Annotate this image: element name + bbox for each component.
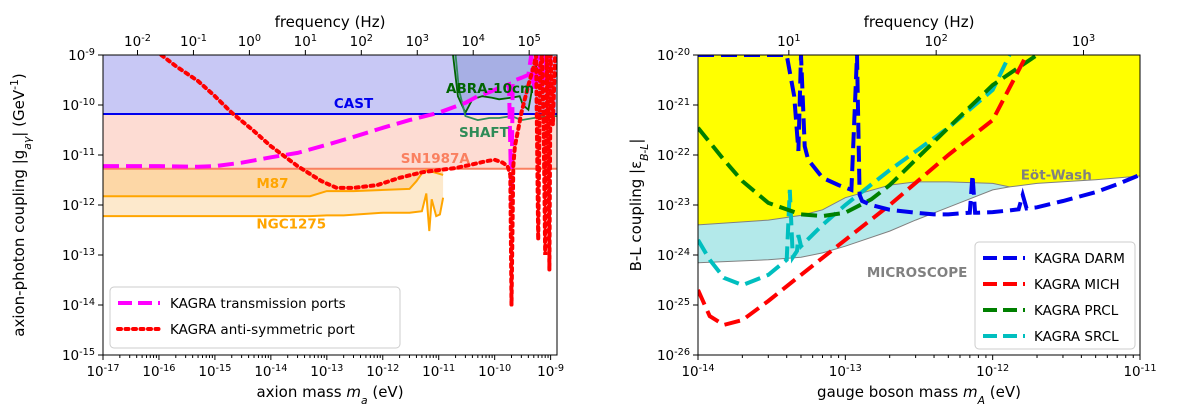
left-top-tick-label: 101 <box>294 33 317 51</box>
left-y-tick-label: 10-14 <box>62 297 95 315</box>
series-kagra-transmission <box>103 55 553 206</box>
left-top-tick-label: 100 <box>238 33 261 51</box>
sn1987a-region <box>103 114 557 169</box>
left-y-tick-label: 10-15 <box>62 347 95 365</box>
right-top-axis-label: frequency (Hz) <box>864 13 975 31</box>
left-x-tick-label: 10-17 <box>86 363 119 381</box>
left-x-tick-label: 10-14 <box>254 363 287 381</box>
left-x-tick-label: 10-16 <box>142 363 175 381</box>
left-top-tick-label: 105 <box>517 33 540 51</box>
left-y-tick-label: 10-10 <box>62 97 95 115</box>
left-legend-box <box>109 286 401 349</box>
right-top-tick-label: 102 <box>924 33 947 51</box>
right-x-tick-label: 10-13 <box>829 363 862 381</box>
legend-label-3: KAGRA SRCL <box>1034 329 1119 345</box>
left-y-axis-label: axion-photon coupling |gaγ| (GeV-1) <box>8 73 34 336</box>
left-x-axis-label: axion mass ma (eV) <box>256 383 403 407</box>
microscope-region <box>698 181 1010 263</box>
right-y-tick-label: 10-20 <box>657 47 690 65</box>
left-top-tick-label: 10-1 <box>180 33 207 51</box>
left-y-tick-label: 10-11 <box>62 147 95 165</box>
right-top-tick-label: 103 <box>1072 33 1095 51</box>
legend-label-0: KAGRA transmission ports <box>170 296 346 312</box>
left-x-tick-label: 10-11 <box>422 363 455 381</box>
left-legend: KAGRA transmission ports KAGRA anti-symme… <box>109 286 401 349</box>
left-top-tick-label: 103 <box>406 33 429 51</box>
annotation-cast: CAST <box>334 96 374 112</box>
legend-label-0: KAGRA DARM <box>1034 251 1125 267</box>
right-y-tick-label: 10-22 <box>657 147 690 165</box>
left-panel: CAST ABRA-10cm SHAFT SN1987A M87 NGC1275 10-17… <box>8 13 565 407</box>
right-y-tick-label: 10-26 <box>657 347 690 365</box>
right-x-axis-label: gauge boson mass mA (eV) <box>817 383 1021 407</box>
ngc1275-line <box>103 193 445 232</box>
left-y-tick-label: 10-12 <box>62 197 95 215</box>
series-kagra-prcl <box>698 55 1039 219</box>
legend-label-1: KAGRA anti-symmetric port <box>170 322 355 338</box>
right-plot-area: Eöt-Wash MICROSCOPE <box>698 55 1140 328</box>
eotwash-region <box>698 55 1140 225</box>
series-kagra-darm <box>698 55 1140 217</box>
left-x-tick-label: 10-9 <box>537 363 564 381</box>
left-top-tick-label: 104 <box>462 33 485 51</box>
right-x-tick-label: 10-14 <box>681 363 714 381</box>
legend-label-1: KAGRA MICH <box>1034 277 1120 293</box>
right-panel: Eöt-Wash MICROSCOPE 10-14 10-13 10-12 10-11 10… <box>627 13 1157 407</box>
right-x-tick-label: 10-12 <box>976 363 1009 381</box>
right-x-tick-label: 10-11 <box>1123 363 1156 381</box>
right-y-tick-label: 10-25 <box>657 297 690 315</box>
right-legend: KAGRA DARM KAGRA MICH KAGRA PRCL KAGRA SRCL <box>974 241 1136 350</box>
left-y-tick-label: 10-13 <box>62 247 95 265</box>
left-plot-area: CAST ABRA-10cm SHAFT SN1987A M87 NGC1275 <box>103 55 557 306</box>
left-x-tick-label: 10-13 <box>310 363 343 381</box>
legend-label-2: KAGRA PRCL <box>1034 303 1119 319</box>
annotation-e-t-wash: Eöt-Wash <box>1021 168 1092 184</box>
right-y-tick-label: 10-23 <box>657 197 690 215</box>
left-x-tick-label: 10-15 <box>198 363 231 381</box>
left-top-tick-label: 10-2 <box>124 33 151 51</box>
left-x-tick-label: 10-10 <box>478 363 511 381</box>
right-legend-box <box>974 241 1136 350</box>
left-top-tick-label: 102 <box>350 33 373 51</box>
annotation-shaft: SHAFT <box>459 125 510 141</box>
annotation-abra-10cm: ABRA-10cm <box>446 81 534 97</box>
right-y-axis-label: B-L coupling |εB-L| <box>627 139 651 272</box>
right-y-tick-label: 10-24 <box>657 247 690 265</box>
annotation-microscope: MICROSCOPE <box>867 265 967 281</box>
annotation-sn1987a: SN1987A <box>401 151 471 167</box>
right-top-tick-label: 101 <box>777 33 800 51</box>
series-kagra-mich <box>698 55 1029 328</box>
right-y-tick-label: 10-21 <box>657 97 690 115</box>
left-top-axis-label: frequency (Hz) <box>275 13 386 31</box>
left-x-tick-label: 10-12 <box>366 363 399 381</box>
left-y-tick-label: 10-9 <box>68 47 95 65</box>
series-kagra-antisymmetric <box>159 55 557 306</box>
annotation-ngc1275: NGC1275 <box>256 216 326 232</box>
annotation-m87: M87 <box>256 176 288 192</box>
microscope-line <box>698 186 1010 264</box>
series-kagra-srcl <box>698 55 1012 288</box>
